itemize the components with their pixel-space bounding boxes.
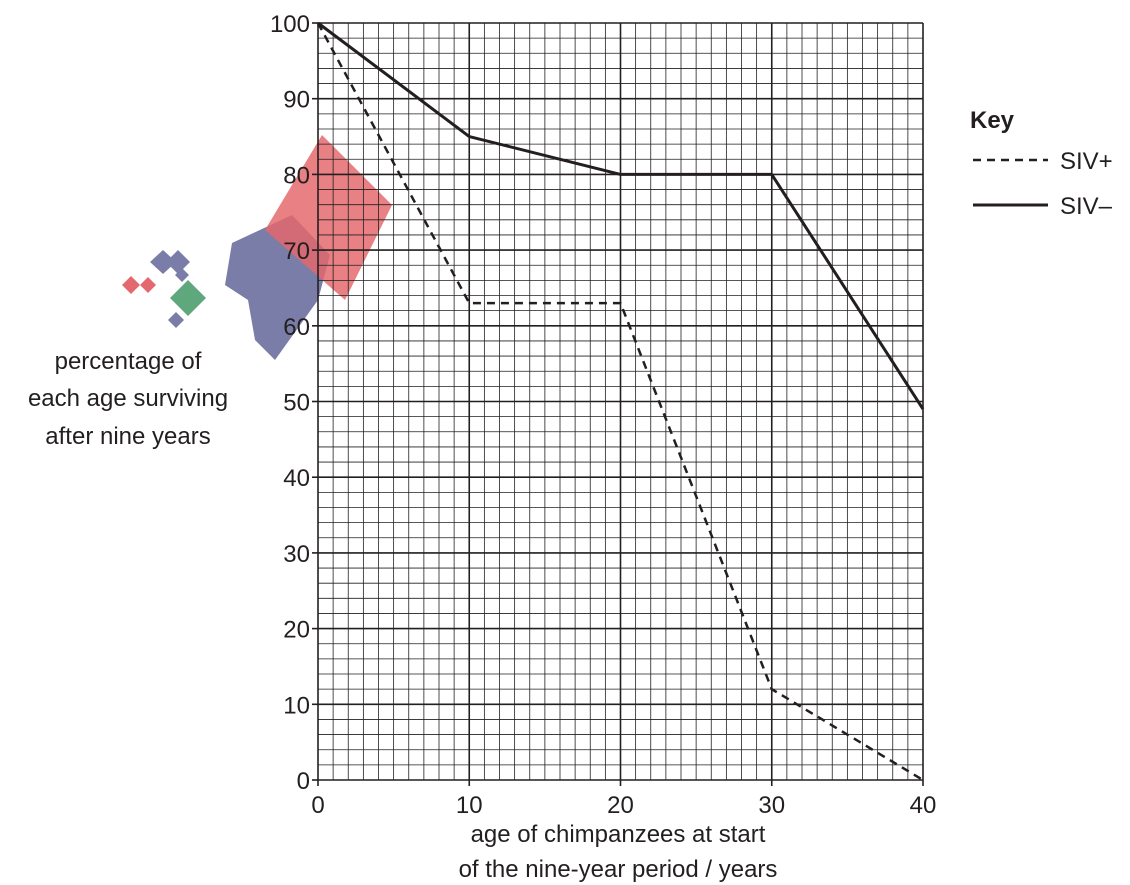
y-tick-label: 0 (297, 768, 310, 795)
series-lines (316, 21, 925, 782)
series-line-siv-plus (316, 22, 924, 782)
y-tick-label: 80 (283, 162, 310, 189)
y-tick-label: 10 (283, 692, 310, 719)
series-line-siv-minus (317, 21, 925, 410)
x-tick-label: 40 (910, 792, 937, 819)
y-tick-label: 30 (283, 541, 310, 568)
legend-title: Key (970, 107, 1015, 134)
x-axis-label-line-2: of the nine-year period / years (459, 856, 778, 883)
y-axis-ticks: 0 10 20 30 40 50 60 70 80 90 100 (270, 11, 318, 795)
legend-label-siv-plus: SIV+ (1060, 148, 1113, 175)
y-axis-label-line-1: percentage of (55, 348, 202, 375)
y-tick-label: 60 (283, 314, 310, 341)
y-tick-label: 70 (283, 238, 310, 265)
y-tick-label: 90 (283, 87, 310, 114)
y-tick-label: 20 (283, 617, 310, 644)
x-tick-label: 10 (456, 792, 483, 819)
y-tick-label: 40 (283, 465, 310, 492)
y-axis-label-line-3: after nine years (45, 423, 210, 450)
y-axis-label-line-2: each age surviving (28, 385, 228, 412)
y-tick-label: 100 (270, 11, 310, 38)
x-tick-label: 0 (311, 792, 324, 819)
x-tick-label: 20 (607, 792, 634, 819)
legend-label-siv-minus: SIV– (1060, 193, 1113, 220)
watermark-logo (122, 135, 392, 360)
x-axis-ticks: 0 10 20 30 40 (311, 780, 936, 819)
y-tick-label: 50 (283, 390, 310, 417)
x-tick-label: 30 (758, 792, 785, 819)
legend: Key SIV+ SIV– (970, 107, 1113, 220)
x-axis-label-line-1: age of chimpanzees at start (471, 821, 766, 848)
